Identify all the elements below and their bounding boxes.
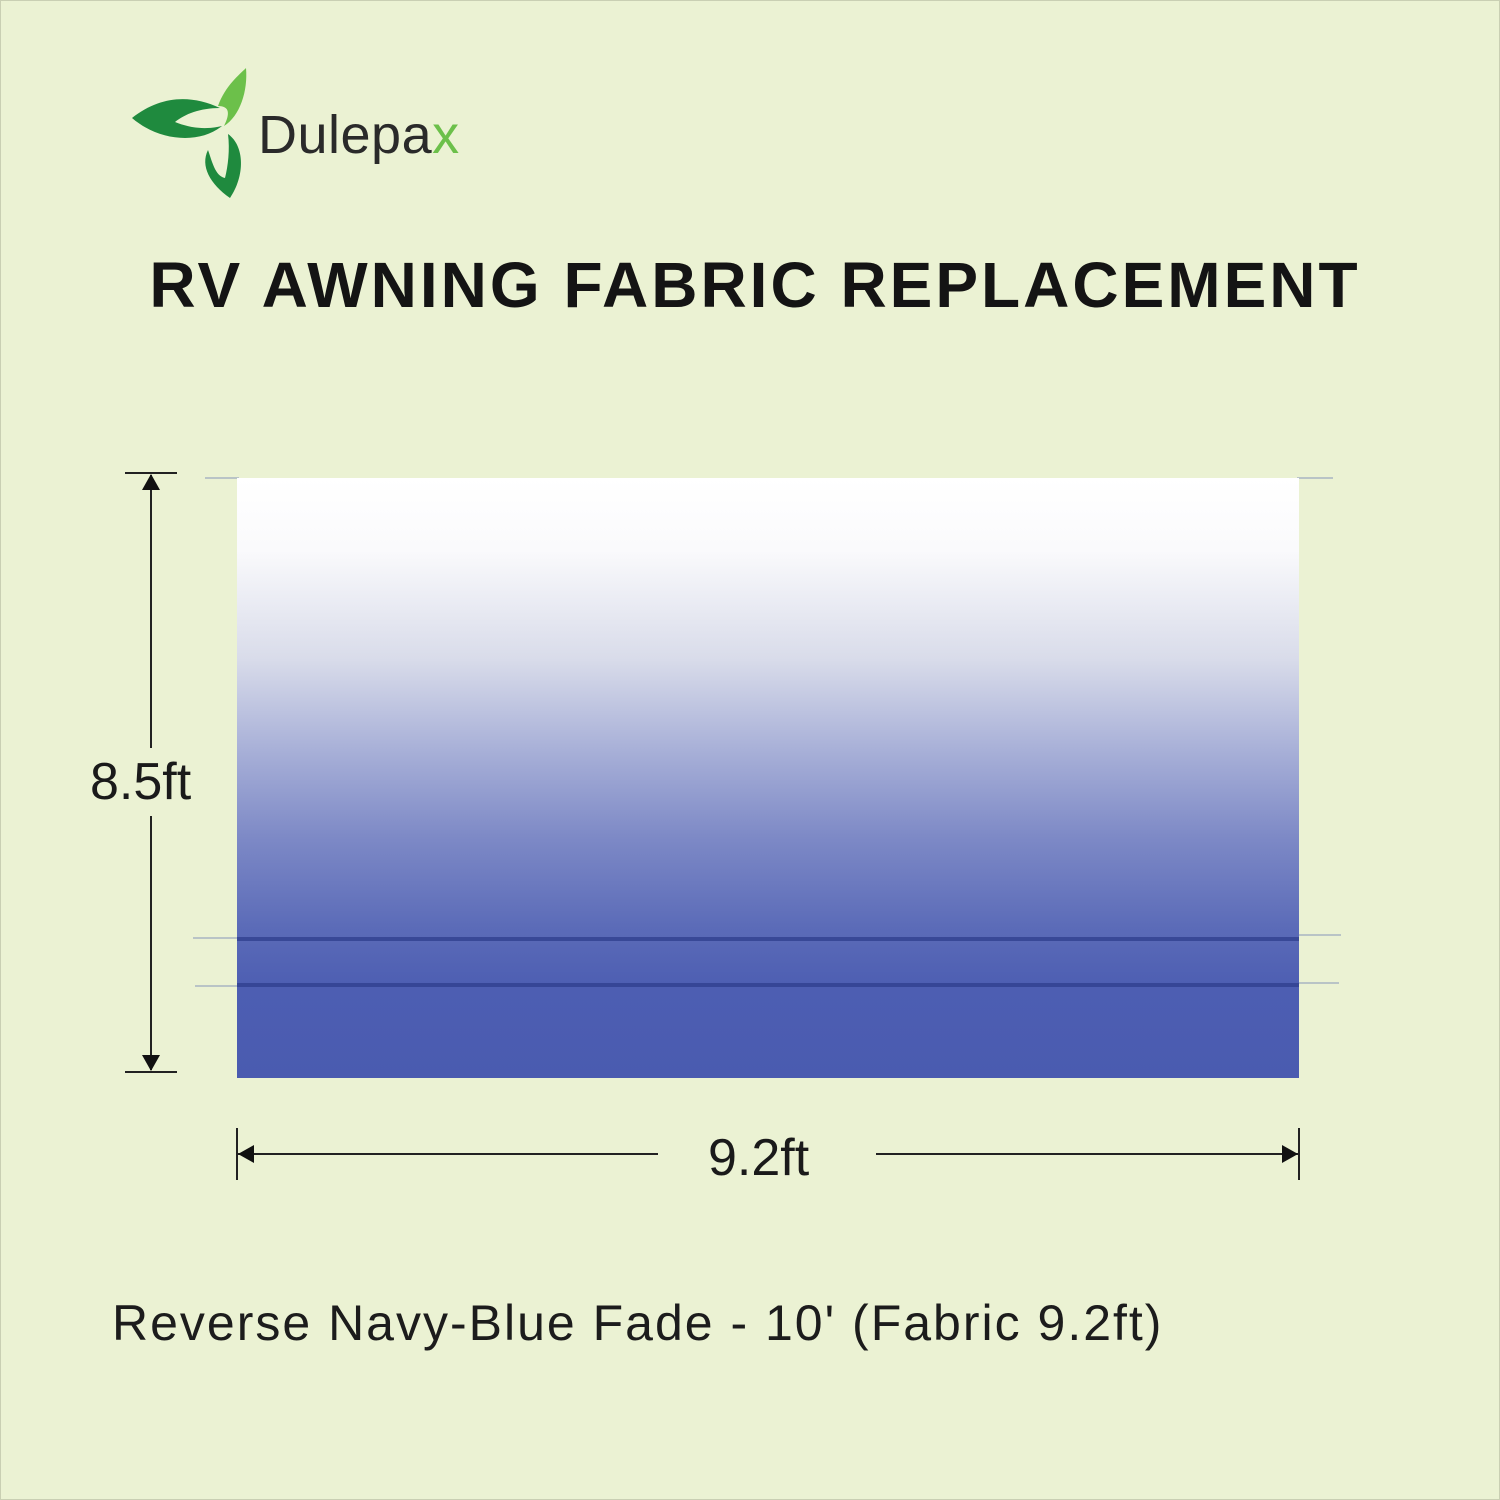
product-variant-caption: Reverse Navy-Blue Fade - 10' (Fabric 9.2… — [112, 1295, 1164, 1351]
rope-top-left — [205, 477, 239, 479]
brand-name-accent: x — [432, 105, 460, 165]
rope-low-left — [195, 985, 239, 987]
width-tick-right — [1298, 1128, 1300, 1180]
arrow-right-icon — [1282, 1145, 1298, 1163]
three-leaf-logo — [132, 68, 247, 198]
fabric-seam — [237, 983, 1299, 987]
width-label: 9.2ft — [708, 1129, 810, 1187]
width-dimension-line-left — [238, 1153, 658, 1155]
height-label: 8.5ft — [90, 748, 192, 816]
width-dimension-line-right — [876, 1153, 1298, 1155]
fabric-seam — [237, 937, 1299, 941]
brand-name-main: Dulepa — [258, 105, 433, 165]
height-tick-top — [125, 472, 177, 474]
rope-mid-right — [1297, 934, 1341, 936]
page-title: RV AWNING FABRIC REPLACEMENT — [149, 249, 1361, 321]
rope-top-right — [1297, 477, 1333, 479]
height-tick-bottom — [125, 1071, 177, 1073]
brand-name: Dulepax — [258, 104, 460, 166]
awning-fabric — [237, 478, 1299, 1078]
arrow-down-icon — [142, 1055, 160, 1071]
arrow-up-icon — [142, 474, 160, 490]
rope-mid-left — [193, 937, 239, 939]
arrow-left-icon — [238, 1145, 254, 1163]
rope-low-right — [1297, 982, 1339, 984]
width-tick-left — [236, 1128, 238, 1180]
